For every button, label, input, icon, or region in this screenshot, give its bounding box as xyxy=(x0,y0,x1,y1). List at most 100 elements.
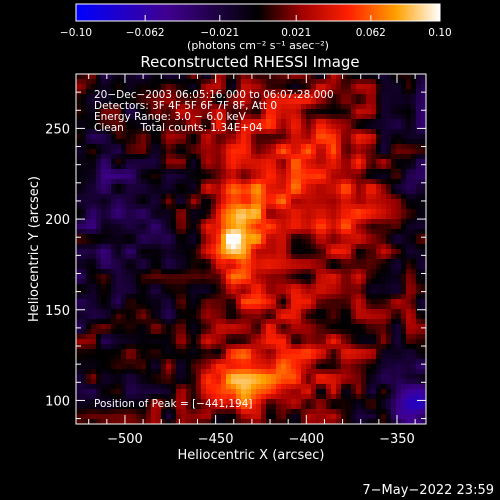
heatmap-cell xyxy=(401,289,407,295)
heatmap-cell xyxy=(351,169,357,175)
heatmap-cell xyxy=(206,124,212,130)
heatmap-cell xyxy=(291,99,297,105)
heatmap-cell xyxy=(301,259,307,265)
heatmap-cell xyxy=(76,344,82,350)
heatmap-cell xyxy=(121,84,127,90)
heatmap-cell xyxy=(121,369,127,375)
heatmap-cell xyxy=(356,399,362,405)
heatmap-cell xyxy=(126,384,132,390)
heatmap-cell xyxy=(281,239,287,245)
heatmap-cell xyxy=(246,154,252,160)
heatmap-cell xyxy=(386,199,392,205)
heatmap-cell xyxy=(116,129,122,135)
heatmap-cell xyxy=(396,184,402,190)
heatmap-cell xyxy=(106,319,112,325)
heatmap-cell xyxy=(176,109,182,115)
heatmap-cell xyxy=(356,249,362,255)
heatmap-cell xyxy=(326,324,332,330)
heatmap-cell xyxy=(211,394,217,400)
heatmap-cell xyxy=(361,314,367,320)
heatmap-cell xyxy=(221,209,227,215)
heatmap-cell xyxy=(236,204,242,210)
heatmap-cell xyxy=(226,319,232,325)
heatmap-cell xyxy=(141,224,147,230)
heatmap-cell xyxy=(381,189,387,195)
heatmap-cell xyxy=(261,109,267,115)
heatmap-cell xyxy=(136,164,142,170)
heatmap-cell xyxy=(391,99,397,105)
heatmap-cell xyxy=(141,114,147,120)
heatmap-cell xyxy=(246,159,252,165)
heatmap-cell xyxy=(111,194,117,200)
heatmap-cell xyxy=(281,154,287,160)
heatmap-cell xyxy=(81,314,87,320)
heatmap-cell xyxy=(101,369,107,375)
heatmap-cell xyxy=(156,244,162,250)
heatmap-cell xyxy=(91,284,97,290)
heatmap-cell xyxy=(101,229,107,235)
heatmap-cell xyxy=(176,169,182,175)
heatmap-cell xyxy=(381,84,387,90)
heatmap-cell xyxy=(186,244,192,250)
heatmap-cell xyxy=(316,194,322,200)
heatmap-cell xyxy=(126,79,132,85)
heatmap-cell xyxy=(391,114,397,120)
heatmap-cell xyxy=(96,389,102,395)
heatmap-cell xyxy=(356,319,362,325)
heatmap-cell xyxy=(281,364,287,370)
heatmap-cell xyxy=(111,394,117,400)
heatmap-cell xyxy=(291,114,297,120)
heatmap-cell xyxy=(241,224,247,230)
heatmap-cell xyxy=(261,389,267,395)
heatmap-cell xyxy=(236,84,242,90)
heatmap-cell xyxy=(281,174,287,180)
heatmap-cell xyxy=(166,334,172,340)
heatmap-cell xyxy=(131,104,137,110)
plot-frame xyxy=(75,73,427,425)
heatmap-cell xyxy=(406,294,412,300)
heatmap-cell xyxy=(231,204,237,210)
heatmap-cell xyxy=(221,409,227,415)
heatmap-cell xyxy=(81,344,87,350)
heatmap-cell xyxy=(396,139,402,145)
heatmap-cell xyxy=(96,384,102,390)
heatmap-cell xyxy=(366,119,372,125)
heatmap-cell xyxy=(161,284,167,290)
heatmap-cell xyxy=(291,404,297,410)
heatmap-cell xyxy=(221,309,227,315)
heatmap-cell xyxy=(396,159,402,165)
heatmap-cell xyxy=(261,79,267,85)
heatmap-cell xyxy=(281,189,287,195)
heatmap-cell xyxy=(91,94,97,100)
heatmap-cell xyxy=(391,299,397,305)
heatmap-cell xyxy=(201,414,207,420)
heatmap-cell xyxy=(121,259,127,265)
heatmap-cell xyxy=(391,254,397,260)
heatmap-cell xyxy=(211,149,217,155)
heatmap-cell xyxy=(156,404,162,410)
heatmap-cell xyxy=(116,124,122,130)
heatmap-cell xyxy=(196,199,202,205)
heatmap-cell xyxy=(266,264,272,270)
heatmap-cell xyxy=(411,254,417,260)
heatmap-cell xyxy=(406,179,412,185)
heatmap-cell xyxy=(241,334,247,340)
heatmap-cell xyxy=(256,124,262,130)
heatmap-cell xyxy=(346,189,352,195)
heatmap-cell xyxy=(116,109,122,115)
heatmap-cell xyxy=(156,179,162,185)
heatmap-cell xyxy=(241,154,247,160)
heatmap-cell xyxy=(111,199,117,205)
heatmap-cell xyxy=(191,74,197,80)
heatmap-cell xyxy=(186,329,192,335)
heatmap-cell xyxy=(326,139,332,145)
heatmap-cell xyxy=(91,164,97,170)
heatmap-cell xyxy=(226,204,232,210)
heatmap-cell xyxy=(161,139,167,145)
heatmap-cell xyxy=(261,329,267,335)
heatmap-cell xyxy=(326,344,332,350)
heatmap-cell xyxy=(411,319,417,325)
heatmap-cell xyxy=(221,219,227,225)
heatmap-cell xyxy=(361,254,367,260)
heatmap-cell xyxy=(211,194,217,200)
